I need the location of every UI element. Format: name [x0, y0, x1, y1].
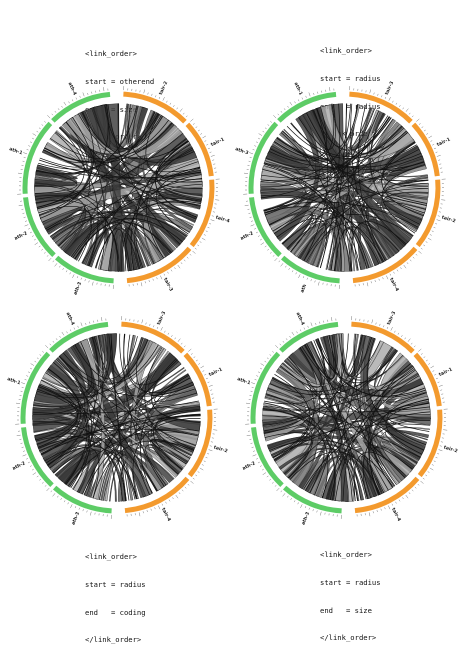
circos-diagram: tair-3 tair-1 tair-2 tair-4 ath-3 ath-2 ath-1 a… [4, 305, 229, 530]
segment-label: tair-4 [215, 215, 230, 225]
segment-label: tair-4 [388, 277, 400, 292]
caption-line: start = radius [320, 578, 381, 587]
circos-panel-top-right: tair-3 tair-1 tair-2 tair-4 ath ath-2 ath-3 ath… [232, 75, 457, 300]
caption-line: end = size [320, 606, 381, 615]
segment-label: ath-4 [65, 311, 76, 326]
caption-line: <link_order> [320, 46, 381, 55]
segment-label: tair-2 [158, 80, 169, 95]
segment-label: tair-4 [390, 507, 402, 522]
segment-label: tair-1 [436, 137, 451, 148]
segment-label: ath-2 [11, 460, 26, 471]
links-group [33, 334, 201, 502]
segment-label: tair-4 [160, 507, 172, 522]
segment-label: ath-4 [67, 81, 78, 96]
segment-label: tair-3 [384, 80, 395, 95]
segment-label: ath-1 [236, 376, 251, 386]
segment-label: tair-1 [438, 367, 453, 378]
segment-label: ath-4 [295, 311, 306, 326]
segment-label: ath-3 [300, 511, 311, 526]
circos-panel-bottom-right: tair-3 tair-1 tair-2 tair-4 ath-3 ath-2 ath-1 a… [234, 305, 459, 530]
links-group [263, 334, 431, 502]
segment-label: ath-3 [72, 281, 83, 296]
caption-line: </link_order> [85, 635, 146, 644]
circos-panel-bottom-left: tair-3 tair-1 tair-2 tair-4 ath-3 ath-2 ath-1 a… [4, 305, 229, 530]
segment-label: tair-1 [210, 137, 225, 148]
segment-label: ath-3 [234, 146, 249, 156]
circos-diagram: tair-2 tair-1 tair-4 tair-3 ath-3 ath-2 ath-1 a… [6, 75, 231, 300]
caption-line: start = radius [85, 580, 146, 589]
segment-label: ath-2 [241, 460, 256, 471]
caption-line: <link_order> [320, 550, 381, 559]
segment-label: ath-2 [239, 230, 254, 241]
segment-label: tair-3 [162, 277, 174, 292]
segment-label: ath-2 [13, 230, 28, 241]
circos-diagram: tair-3 tair-1 tair-2 tair-4 ath-3 ath-2 ath-1 a… [234, 305, 459, 530]
links-group [35, 104, 203, 272]
circos-panel-top-left: tair-2 tair-1 tair-4 tair-3 ath-3 ath-2 ath-1 a… [6, 75, 231, 300]
segment-label: ath-1 [6, 376, 21, 386]
segment-label: ath [299, 283, 308, 293]
segment-label: ath-1 [8, 146, 23, 156]
segment-label: tair-3 [156, 310, 167, 325]
caption-line: <link_order> [85, 552, 146, 561]
segment-label: ath-3 [70, 511, 81, 526]
caption-line: <link_order> [85, 49, 154, 58]
links-group [261, 104, 429, 272]
caption-bottom-left: <link_order> start = radius end = coding… [85, 534, 146, 654]
segment-label: tair-2 [443, 445, 458, 455]
segment-label: ath-1 [293, 81, 304, 96]
caption-line: end = coding [85, 608, 146, 617]
segment-label: tair-3 [386, 310, 397, 325]
caption-line: </link_order> [320, 633, 381, 642]
segment-label: tair-2 [441, 215, 456, 225]
segment-label: tair-2 [213, 445, 228, 455]
link-line [118, 104, 119, 146]
circos-diagram: tair-3 tair-1 tair-2 tair-4 ath ath-2 ath-3 ath… [232, 75, 457, 300]
segment-label: tair-1 [208, 367, 223, 378]
